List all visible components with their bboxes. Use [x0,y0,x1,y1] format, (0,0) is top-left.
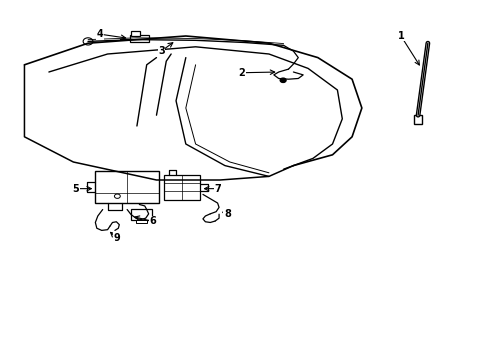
Text: 8: 8 [224,209,230,219]
Text: 9: 9 [113,233,120,243]
FancyBboxPatch shape [136,220,146,223]
Circle shape [280,78,285,82]
FancyBboxPatch shape [131,209,151,220]
Text: 3: 3 [158,46,164,56]
Text: 2: 2 [238,68,245,78]
Text: 7: 7 [214,184,221,194]
FancyBboxPatch shape [131,31,140,36]
Text: 1: 1 [397,31,404,41]
FancyBboxPatch shape [413,115,422,124]
Text: 4: 4 [97,29,103,39]
FancyBboxPatch shape [95,171,159,203]
Text: 5: 5 [72,184,79,194]
FancyBboxPatch shape [163,175,200,200]
Text: 6: 6 [149,216,156,226]
FancyBboxPatch shape [129,35,149,42]
